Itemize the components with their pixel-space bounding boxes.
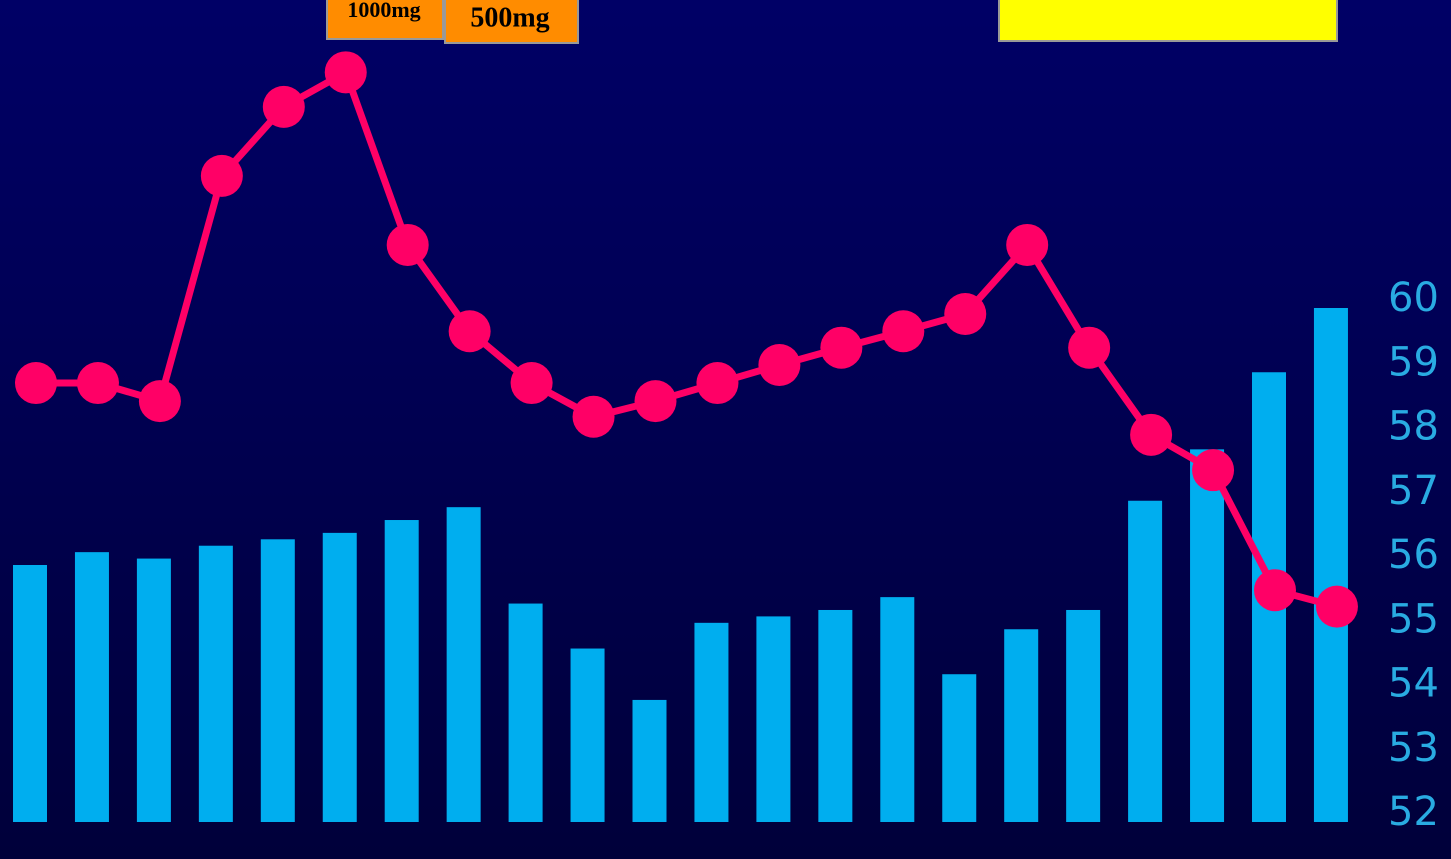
annotation-box [326,0,444,40]
bar [632,699,667,822]
point [758,343,801,386]
annotation: 500mg [470,2,549,33]
point [944,293,987,336]
bar [1190,449,1225,822]
y-tick-label: 60 [1388,275,1439,321]
bar [384,520,419,822]
bar [818,609,853,822]
point [1315,585,1358,628]
annotation-box [444,0,579,44]
bar [260,539,295,822]
bar [1066,609,1101,822]
point [572,395,615,438]
bar [13,565,47,822]
y-tick-label: 57 [1388,468,1439,514]
point [1006,223,1049,266]
bar [942,674,977,822]
point [76,362,119,405]
point [696,362,739,405]
bar [1128,500,1163,822]
point [15,362,57,405]
y-tick-label: 58 [1388,404,1439,450]
bar [694,622,729,822]
bar [198,545,233,822]
point [448,310,491,353]
bar [880,597,915,822]
point [386,223,429,266]
y-tick-label: 55 [1388,596,1439,642]
bar [1004,629,1039,822]
bar [1313,308,1348,822]
annotation: 1000mg [347,0,420,22]
bar [136,558,171,822]
line [36,67,1338,611]
bar [570,648,605,822]
y-tick-label: 54 [1388,661,1439,707]
point [634,380,677,423]
point [820,326,863,369]
point [510,362,553,405]
y-tick-label: 52 [1388,789,1439,835]
point [200,154,243,197]
bar [322,532,357,822]
point [324,51,367,94]
point [262,85,305,128]
point [1192,449,1235,492]
bar [508,603,543,822]
bar [74,552,109,822]
y-tick-label: 56 [1388,532,1439,578]
legend-box [998,0,1338,42]
point [1068,326,1111,369]
y-tick-label: 53 [1388,725,1439,771]
y-tick-label: 59 [1388,339,1439,385]
point [1130,413,1173,456]
point [1254,569,1296,612]
point [882,310,925,353]
bar [446,507,481,822]
bar [756,616,791,822]
point [138,380,181,423]
